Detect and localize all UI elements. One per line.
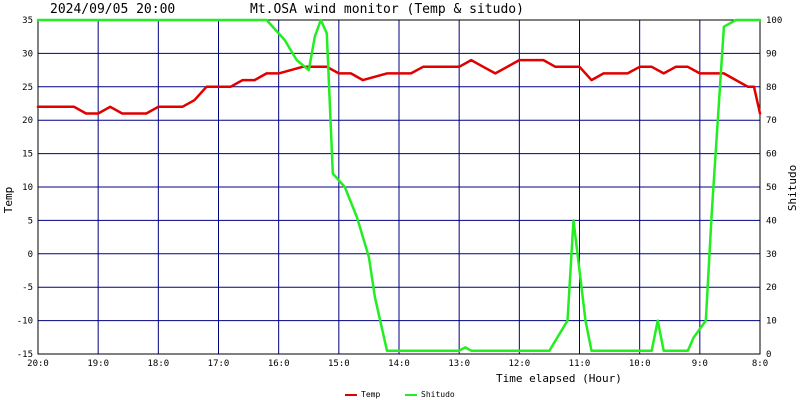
x-axis-label: Time elapsed (Hour)	[496, 372, 622, 385]
y-left-tick-label: 5	[28, 216, 33, 226]
y-left-axis-label: Temp	[2, 187, 15, 214]
y-right-tick-label: 30	[766, 250, 777, 260]
y-right-tick-label: 20	[766, 283, 777, 293]
y-left-tick-label: 10	[22, 183, 33, 193]
x-axis-ticks: 20:0 19:0 18:0 17:0 16:0 15:0 14:0 13:0 12:0 11:0…	[27, 359, 768, 369]
series-line-shitudo	[36, 18, 762, 352]
legend-label-temp: Temp	[361, 390, 380, 399]
x-tick-label: 14:0	[388, 359, 410, 369]
chart-title: Mt.OSA wind monitor (Temp & situdo)	[250, 2, 524, 17]
y-left-tick-label: -15	[17, 350, 33, 360]
y-right-tick-label: 0	[766, 350, 771, 360]
x-tick-label: 12:0	[508, 359, 530, 369]
x-tick-label: 20:0	[27, 359, 49, 369]
x-tick-label: 17:0	[208, 359, 230, 369]
x-tick-label: 18:0	[147, 359, 169, 369]
y-right-tick-label: 10	[766, 317, 777, 327]
plot-frame	[37, 19, 761, 355]
y-left-tick-label: 35	[22, 16, 33, 26]
y-right-tick-label: 70	[766, 116, 777, 126]
x-tick-label: 19:0	[87, 359, 109, 369]
y-left-tick-label: -5	[22, 283, 33, 293]
x-tick-label: 10:0	[629, 359, 651, 369]
y-right-axis-label: Shitudo	[786, 165, 799, 211]
y-left-tick-label: 30	[22, 49, 33, 59]
y-right-tick-label: 80	[766, 83, 777, 93]
y-right-tick-label: 90	[766, 49, 777, 59]
x-tick-label: 9:0	[692, 359, 708, 369]
x-tick-label: 15:0	[328, 359, 350, 369]
chart-legend: Temp Shitudo	[345, 390, 455, 399]
y-left-tick-label: 20	[22, 116, 33, 126]
y-left-tick-label: 25	[22, 83, 33, 93]
legend-label-shitudo: Shitudo	[421, 390, 455, 399]
y-right-tick-label: 40	[766, 216, 777, 226]
y-left-tick-label: 0	[28, 250, 33, 260]
series-line-temp	[36, 58, 762, 115]
y-left-tick-label: -10	[17, 317, 33, 327]
y-left-tick-label: 15	[22, 150, 33, 160]
chart-timestamp: 2024/09/05 20:00	[50, 2, 175, 17]
x-tick-label: 13:0	[448, 359, 470, 369]
y-right-tick-label: 60	[766, 150, 777, 160]
y-left-axis-ticks: 35 30 25 20 15 10 5 0 -5 -10 -15	[17, 16, 33, 360]
x-tick-label: 8:0	[752, 359, 768, 369]
chart-grid	[38, 20, 760, 354]
y-right-tick-label: 50	[766, 183, 777, 193]
x-tick-label: 11:0	[569, 359, 591, 369]
x-tick-label: 16:0	[268, 359, 290, 369]
series-lines	[36, 18, 762, 352]
y-right-tick-label: 100	[766, 16, 782, 26]
